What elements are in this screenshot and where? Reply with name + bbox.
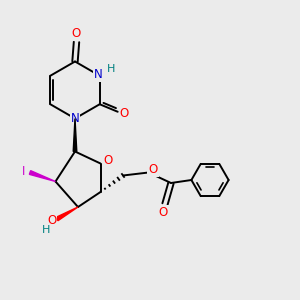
Text: O: O: [72, 27, 81, 40]
Polygon shape: [73, 118, 77, 152]
Text: N: N: [94, 68, 103, 81]
Text: N: N: [70, 112, 80, 125]
Text: O: O: [148, 163, 158, 176]
Text: H: H: [41, 225, 50, 236]
Text: O: O: [159, 206, 168, 219]
Text: O: O: [120, 107, 129, 120]
Polygon shape: [56, 207, 78, 221]
Polygon shape: [29, 171, 56, 182]
Text: O: O: [47, 214, 56, 227]
Text: I: I: [22, 164, 26, 178]
Text: H: H: [107, 64, 115, 74]
Text: O: O: [103, 154, 112, 167]
